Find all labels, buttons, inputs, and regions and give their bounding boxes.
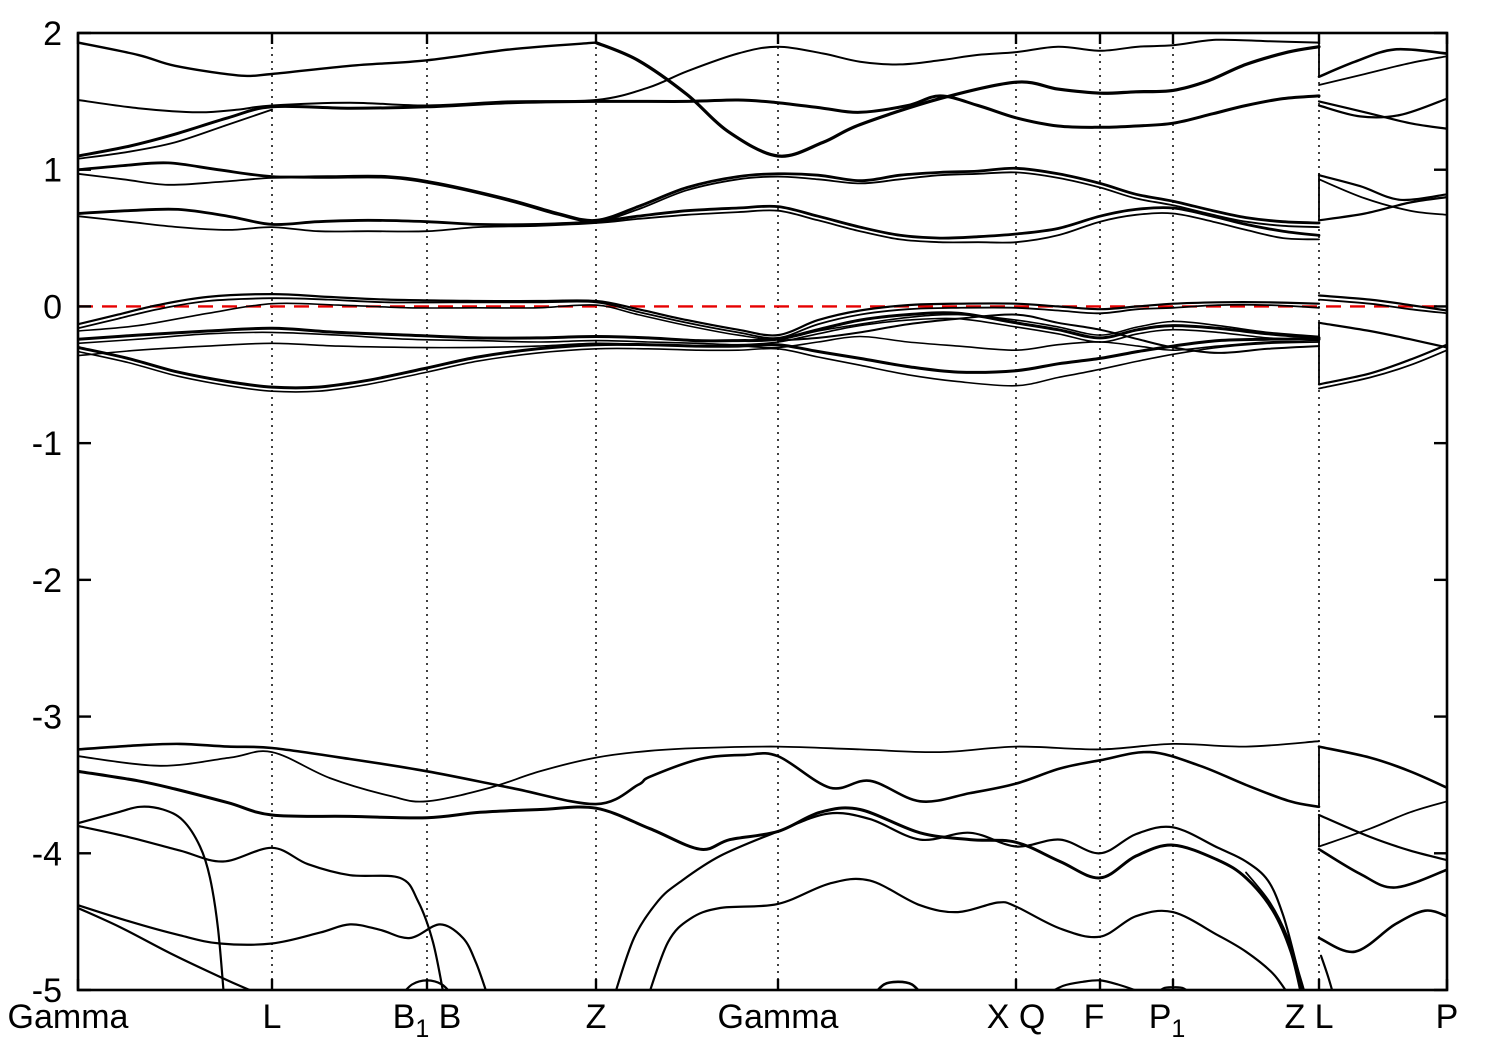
band-f8 [777, 313, 1320, 354]
band-rc1a [1317, 47, 1447, 78]
band-v2 [78, 740, 1320, 803]
x-axis-label-L: L [263, 998, 282, 1036]
band-v7 [649, 877, 1287, 990]
band-f1 [78, 292, 1321, 337]
y-tick-label-0: 0 [43, 288, 62, 326]
band-v4 [78, 805, 225, 990]
band-f6 [78, 341, 1320, 393]
band-f1b [78, 297, 1320, 340]
band-rc3b [1318, 178, 1447, 216]
x-axis-label-P: P [1436, 998, 1459, 1036]
x-axis-label-Z: Z [586, 998, 607, 1036]
x-axis-label-Gamma: Gamma [718, 998, 839, 1036]
x-axis-label-P: P1 [1149, 998, 1186, 1043]
x-axis-label-X Q: X Q [987, 998, 1046, 1036]
band-rv5-dive [1319, 954, 1334, 990]
x-axis-label-Z L: Z L [1284, 998, 1333, 1036]
y-tick-label-2: 2 [43, 15, 62, 53]
band-f7 [78, 335, 1320, 357]
band-v3-twin [1245, 871, 1305, 990]
band-c2 [78, 38, 1320, 114]
plot-frame [76, 31, 1449, 992]
y-tick-label--2: -2 [32, 562, 62, 600]
band-c4b [78, 171, 1320, 228]
band-rf3a [1317, 343, 1447, 386]
band-c3 [78, 94, 1321, 158]
y-tick-label-1: 1 [43, 152, 62, 190]
band-rc2a [1317, 100, 1447, 130]
band-rf1a [1317, 294, 1447, 312]
band-c4a [78, 161, 1321, 225]
band-c1-plunge [594, 41, 1321, 158]
y-tick-label--3: -3 [32, 699, 62, 737]
x-axis-label-Gamma: Gamma [8, 998, 129, 1036]
y-tick-label--1: -1 [32, 425, 62, 463]
band-rv2b [1318, 800, 1447, 848]
band-c1 [78, 41, 598, 78]
band-rv1 [1317, 745, 1447, 789]
band-rc1b [1318, 55, 1447, 86]
band-rf1b [1318, 298, 1447, 315]
band-f4 [78, 317, 1320, 346]
band-rf2 [1317, 321, 1447, 349]
band-v6 [615, 811, 1304, 990]
x-axis-label-B: B1 B [393, 998, 462, 1043]
band-v8 [78, 904, 487, 990]
band-c6 [78, 209, 1320, 244]
band-rc2b [1317, 97, 1447, 119]
band-f3 [78, 311, 1321, 343]
band-rv3 [1317, 847, 1447, 889]
band-c3-twin [78, 108, 273, 160]
y-tick-label--4: -4 [32, 835, 62, 873]
band-v5 [78, 824, 444, 990]
band-rc3a [1317, 174, 1447, 202]
band-v9 [78, 906, 253, 990]
band-rf3b [1318, 349, 1447, 390]
y-tick-label--5: -5 [32, 972, 62, 1010]
band-v1 [78, 742, 1321, 809]
band-c5 [78, 204, 1321, 240]
band-v11-arc [876, 980, 920, 990]
band-rv2a [1317, 813, 1447, 862]
x-axis-label-F: F [1084, 998, 1105, 1036]
band-rc3c [1317, 196, 1447, 222]
band-rv4 [1317, 909, 1447, 954]
